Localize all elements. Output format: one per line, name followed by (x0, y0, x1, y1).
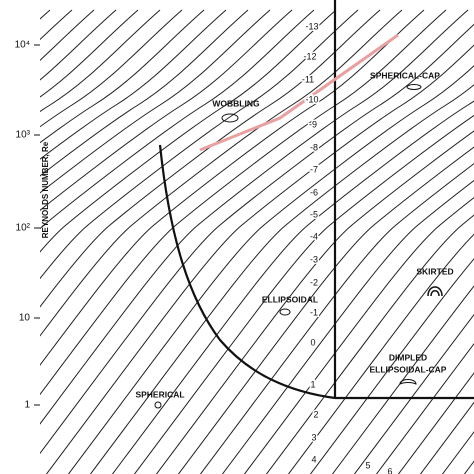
hatch-line (40, 23, 474, 455)
bubble-icon (154, 401, 162, 409)
contour-label: 4 (311, 454, 316, 464)
contour-label: 6 (387, 466, 392, 474)
hatch-line (40, 9, 161, 113)
regime-label: SPHERICAL (135, 389, 184, 399)
contour-label: 2 (313, 409, 318, 419)
bubble-icon (427, 286, 443, 297)
hatch-line (67, 65, 474, 474)
y-tick-label: 10³ (16, 130, 31, 141)
regime-label: ELLIPSOIDAL (262, 294, 318, 304)
hatch-line (287, 233, 474, 474)
hatch-line (89, 84, 474, 474)
contour-label: -7 (310, 164, 318, 174)
hatch-line (40, 9, 139, 98)
hatch-line (199, 163, 474, 474)
hatch-line (155, 130, 474, 474)
hatch-line (40, 9, 359, 280)
hatch-line (40, 9, 403, 337)
hatch-line (243, 197, 474, 474)
contour-label: -6 (310, 187, 318, 197)
regime-label: SKIRTED (416, 266, 453, 276)
y-axis-label: REYNOLDS NUMBER, Re (41, 141, 50, 238)
hatch-line (40, 9, 469, 425)
highlight-line (199, 33, 399, 152)
hatch-line (40, 9, 447, 396)
contour-label: 0 (310, 337, 315, 347)
hatch-line (309, 258, 474, 474)
contour-label: -3 (310, 254, 318, 264)
contour-label: -13 (305, 21, 318, 31)
bubble-icon (399, 379, 417, 385)
y-tick-label: 10 (19, 313, 31, 324)
hatch-line (40, 9, 381, 308)
hatch-line (40, 9, 227, 160)
hatch-line (111, 100, 474, 474)
contour-label: -11 (302, 74, 314, 84)
bubble-icon (279, 308, 291, 316)
contour-label: 3 (311, 432, 316, 442)
contour-label: -8 (310, 142, 318, 152)
contour-label: -1 (310, 307, 318, 317)
contour-label: -9 (309, 119, 317, 129)
hatch-line (265, 214, 474, 474)
regime-boundary (158, 144, 336, 400)
hatch-line (331, 285, 474, 474)
regime-label: WOBBLING (212, 98, 260, 108)
hatch-line (40, 9, 183, 128)
hatch-line (40, 9, 293, 212)
y-tick-label: 10⁴ (15, 40, 30, 51)
contour-label: -4 (310, 231, 318, 241)
contour-label: 5 (365, 460, 370, 470)
regime-label: ELLIPSOIDAL-CAP (370, 364, 447, 374)
contour-label: -12 (303, 51, 316, 61)
hatch-line (40, 9, 337, 253)
hatch-line (40, 9, 205, 144)
hatch-line (40, 9, 249, 177)
contour-label: -2 (310, 277, 318, 287)
hatch-line (45, 44, 474, 474)
hatch-line (40, 9, 425, 366)
contour-label: -10 (305, 94, 318, 104)
hatch-line (133, 114, 474, 474)
y-tick-label: 1 (24, 400, 30, 411)
bubble-icon (221, 113, 239, 123)
contour-lines (40, 9, 474, 474)
hatch-line (40, 9, 271, 194)
hatch-line (40, 9, 117, 81)
bubble-icon (406, 84, 422, 90)
hatch-line (40, 9, 315, 230)
hatch-line (177, 146, 474, 474)
hatch-line (353, 313, 474, 474)
y-tick-label: 10² (16, 223, 31, 234)
contour-label: -5 (310, 209, 318, 219)
regime-label: DIMPLED (389, 352, 427, 362)
contour-label: 1 (310, 379, 315, 389)
regime-label: SPHERICAL-CAP (370, 70, 440, 80)
